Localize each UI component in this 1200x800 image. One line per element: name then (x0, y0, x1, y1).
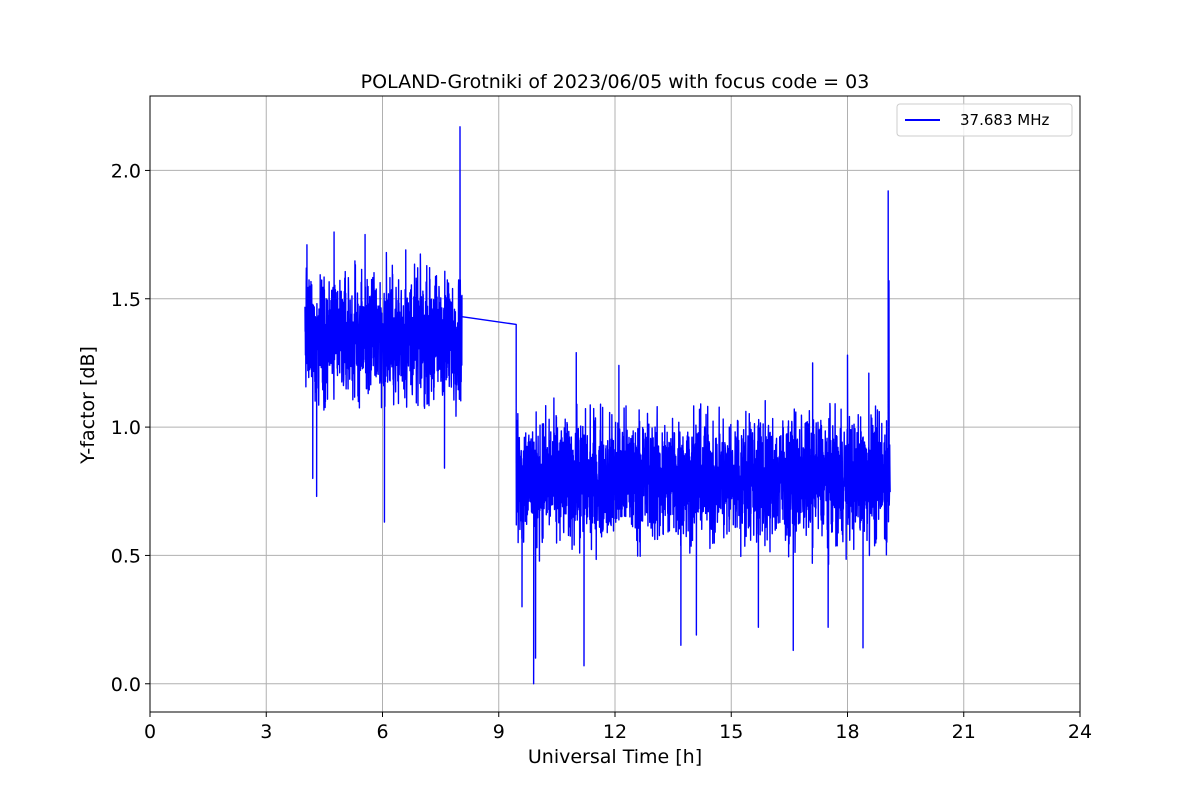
y-axis-ticks: 0.0 0.5 1.0 1.5 2.0 (111, 160, 150, 696)
x-tick-label: 0 (144, 721, 156, 743)
legend-label-37683: 37.683 MHz (960, 111, 1049, 129)
y-tick-label: 1.0 (111, 417, 141, 439)
x-tick-label: 6 (376, 721, 388, 743)
legend-box (896, 103, 1073, 137)
y-tick-label: 1.5 (111, 289, 141, 311)
x-axis-title: Universal Time [h] (528, 746, 702, 768)
x-tick-label: 15 (719, 721, 743, 743)
x-axis-ticks: 0 3 6 9 12 15 18 21 24 (144, 712, 1092, 743)
x-tick-label: 18 (835, 721, 859, 743)
x-tick-label: 21 (952, 721, 976, 743)
grid-lines (149, 96, 1081, 712)
x-tick-label: 24 (1068, 721, 1092, 743)
y-tick-label: 0.0 (111, 674, 141, 696)
x-tick-label: 9 (493, 721, 505, 743)
series-line-37683 (304, 126, 891, 685)
y-tick-label: 0.5 (111, 545, 141, 567)
series-layer (304, 126, 891, 685)
legend: 37.683 MHz (896, 103, 1073, 137)
chart-title: POLAND-Grotniki of 2023/06/05 with focus… (361, 71, 870, 93)
x-tick-label: 12 (603, 721, 627, 743)
y-tick-label: 2.0 (111, 160, 141, 182)
y-axis-title: Y-factor [dB] (77, 346, 99, 465)
x-tick-label: 3 (260, 721, 272, 743)
